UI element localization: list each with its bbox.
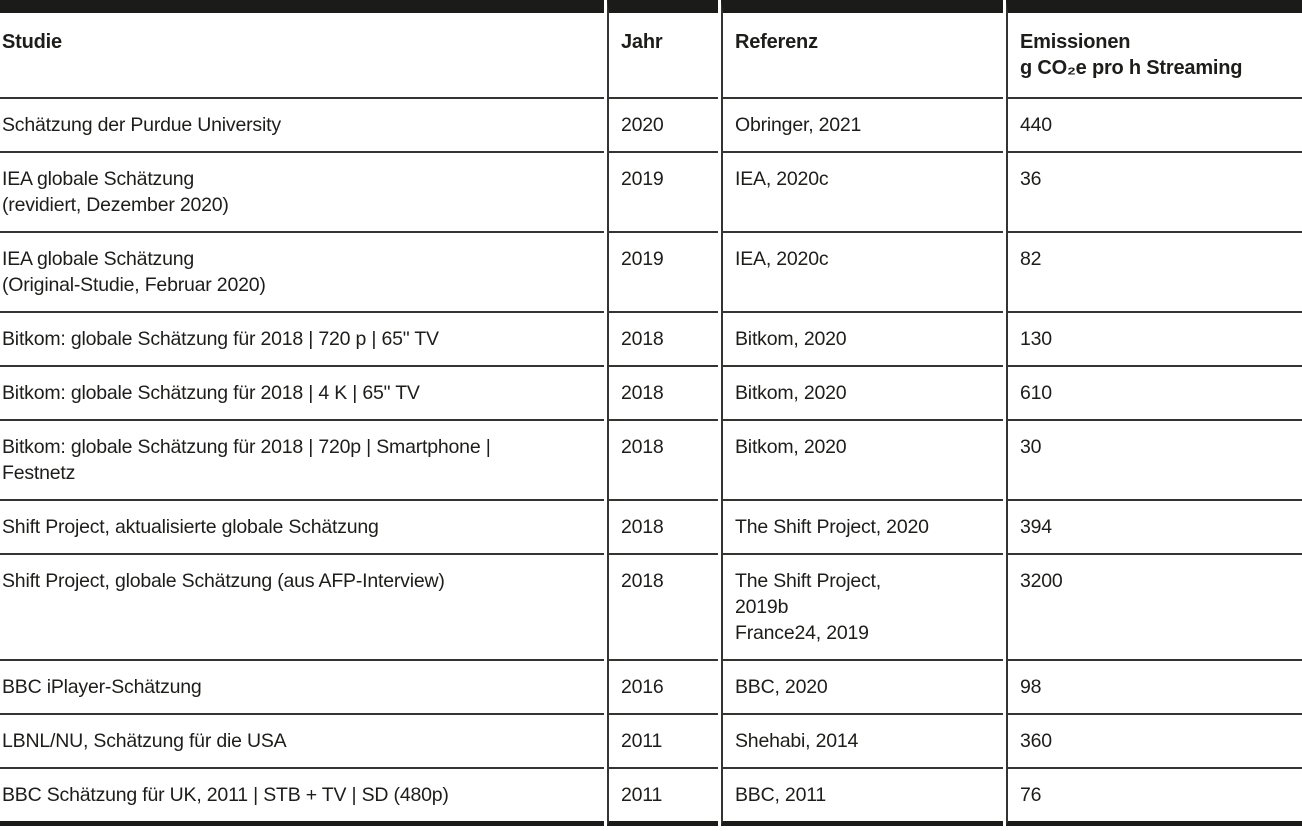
- column-header-emissionen: Emissionen g CO₂e pro h Streaming: [1006, 0, 1302, 99]
- cell-studie: BBC Schätzung für UK, 2011 | STB + TV | …: [0, 769, 604, 826]
- cell-referenz: Bitkom, 2020: [721, 313, 1003, 367]
- cell-emissionen: 440: [1006, 99, 1302, 153]
- table-header: Studie Jahr Referenz Emissionen g CO₂e p…: [0, 0, 1302, 99]
- table-row: BBC iPlayer-Schätzung 2016 BBC, 2020 98: [0, 661, 1302, 715]
- column-header-jahr: Jahr: [607, 0, 718, 99]
- cell-referenz: IEA, 2020c: [721, 233, 1003, 313]
- cell-referenz: BBC, 2011: [721, 769, 1003, 826]
- cell-emissionen: 360: [1006, 715, 1302, 769]
- table-row: IEA globale Schätzung (Original-Studie, …: [0, 233, 1302, 313]
- cell-referenz: BBC, 2020: [721, 661, 1003, 715]
- cell-jahr: 2019: [607, 153, 718, 233]
- cell-jahr: 2018: [607, 313, 718, 367]
- cell-jahr: 2018: [607, 367, 718, 421]
- cell-emissionen: 610: [1006, 367, 1302, 421]
- table-row: Bitkom: globale Schätzung für 2018 | 4 K…: [0, 367, 1302, 421]
- cell-emissionen: 36: [1006, 153, 1302, 233]
- cell-studie: Bitkom: globale Schätzung für 2018 | 4 K…: [0, 367, 604, 421]
- table-body: Schätzung der Purdue University 2020 Obr…: [0, 99, 1302, 826]
- cell-studie: IEA globale Schätzung (revidiert, Dezemb…: [0, 153, 604, 233]
- table-row: Shift Project, globale Schätzung (aus AF…: [0, 555, 1302, 661]
- cell-studie: Schätzung der Purdue University: [0, 99, 604, 153]
- cell-emissionen: 394: [1006, 501, 1302, 555]
- cell-studie: Bitkom: globale Schätzung für 2018 | 720…: [0, 421, 604, 501]
- cell-studie: Shift Project, aktualisierte globale Sch…: [0, 501, 604, 555]
- cell-referenz: IEA, 2020c: [721, 153, 1003, 233]
- column-header-studie: Studie: [0, 0, 604, 99]
- header-row: Studie Jahr Referenz Emissionen g CO₂e p…: [0, 0, 1302, 99]
- cell-jahr: 2018: [607, 501, 718, 555]
- cell-jahr: 2020: [607, 99, 718, 153]
- cell-emissionen: 3200: [1006, 555, 1302, 661]
- cell-referenz: Shehabi, 2014: [721, 715, 1003, 769]
- table-row: Shift Project, aktualisierte globale Sch…: [0, 501, 1302, 555]
- cell-emissionen: 82: [1006, 233, 1302, 313]
- cell-studie: Bitkom: globale Schätzung für 2018 | 720…: [0, 313, 604, 367]
- cell-jahr: 2019: [607, 233, 718, 313]
- cell-referenz: The Shift Project, 2020: [721, 501, 1003, 555]
- table-row: Bitkom: globale Schätzung für 2018 | 720…: [0, 313, 1302, 367]
- cell-studie: Shift Project, globale Schätzung (aus AF…: [0, 555, 604, 661]
- cell-emissionen: 30: [1006, 421, 1302, 501]
- cell-jahr: 2018: [607, 421, 718, 501]
- cell-jahr: 2016: [607, 661, 718, 715]
- cell-studie: LBNL/NU, Schätzung für die USA: [0, 715, 604, 769]
- table-row: Schätzung der Purdue University 2020 Obr…: [0, 99, 1302, 153]
- cell-emissionen: 76: [1006, 769, 1302, 826]
- cell-referenz: Bitkom, 2020: [721, 421, 1003, 501]
- cell-studie: BBC iPlayer-Schätzung: [0, 661, 604, 715]
- column-header-referenz: Referenz: [721, 0, 1003, 99]
- cell-studie: IEA globale Schätzung (Original-Studie, …: [0, 233, 604, 313]
- cell-jahr: 2011: [607, 769, 718, 826]
- cell-jahr: 2011: [607, 715, 718, 769]
- cell-referenz: Bitkom, 2020: [721, 367, 1003, 421]
- cell-referenz: The Shift Project, 2019b France24, 2019: [721, 555, 1003, 661]
- table-row: IEA globale Schätzung (revidiert, Dezemb…: [0, 153, 1302, 233]
- table-row: Bitkom: globale Schätzung für 2018 | 720…: [0, 421, 1302, 501]
- cell-emissionen: 130: [1006, 313, 1302, 367]
- cell-referenz: Obringer, 2021: [721, 99, 1003, 153]
- table-row: LBNL/NU, Schätzung für die USA 2011 Sheh…: [0, 715, 1302, 769]
- table-row: BBC Schätzung für UK, 2011 | STB + TV | …: [0, 769, 1302, 826]
- cell-emissionen: 98: [1006, 661, 1302, 715]
- cell-jahr: 2018: [607, 555, 718, 661]
